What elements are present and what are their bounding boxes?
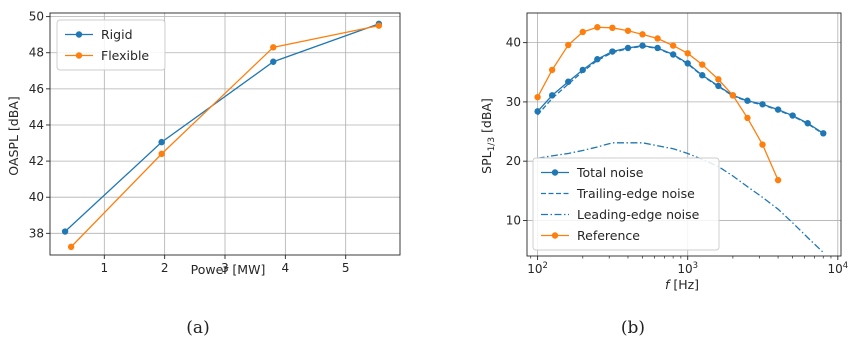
- data-point: [669, 42, 677, 49]
- data-point: [565, 41, 572, 49]
- legend-label: Rigid: [101, 27, 133, 42]
- x-tick-label: 1: [100, 261, 108, 275]
- y-tick-label: 30: [506, 95, 521, 109]
- data-point: [699, 61, 706, 68]
- legend-marker: [75, 52, 83, 59]
- data-point: [548, 66, 556, 74]
- y-tick-label: 46: [29, 82, 44, 96]
- legend-label: Flexible: [101, 48, 149, 63]
- panel-b-ylabel: SPL1/3 [dBA]: [479, 98, 497, 174]
- legend-marker: [551, 169, 559, 176]
- panel-a-ticks: 1 2 3 4 5 38 40 42 44 46 48 50: [29, 10, 350, 275]
- legend-marker: [75, 31, 83, 38]
- series-line-total-noise: [537, 44, 824, 134]
- panel-a-xlabel: Power [MW]: [191, 262, 266, 277]
- data-point: [158, 138, 165, 146]
- x-tick-label: 4: [282, 261, 290, 275]
- data-point: [270, 58, 277, 65]
- data-point: [67, 243, 75, 251]
- y-tick-label: 10: [506, 213, 521, 227]
- data-point: [684, 50, 691, 57]
- legend-label: Reference: [577, 228, 640, 243]
- data-point: [744, 114, 751, 122]
- series-line-rigid: [64, 23, 380, 232]
- data-point: [158, 150, 165, 158]
- y-tick-label: 50: [29, 10, 44, 24]
- legend-label: Total noise: [576, 165, 644, 180]
- data-point: [61, 228, 69, 235]
- panel-a-caption: (a): [186, 318, 209, 338]
- legend-label: Trailing-edge noise: [576, 186, 695, 201]
- panel-b-ticks: 102 103 104 10 20 30 40: [506, 36, 848, 276]
- panel-b-legend: Total noise Trailing-edge noise Leading-ed…: [532, 157, 720, 251]
- series-line-flexible: [70, 25, 380, 248]
- y-tick-label: 48: [29, 46, 44, 60]
- panel-a-ylabel: OASPL [dBA]: [6, 96, 21, 175]
- data-point: [609, 24, 616, 32]
- x-tick-label: 104: [827, 261, 848, 276]
- series-line-trailing-edge-noise: [537, 45, 824, 135]
- y-tick-label: 44: [29, 118, 44, 132]
- y-tick-label: 40: [506, 36, 521, 50]
- data-point: [594, 24, 601, 31]
- panel-b-caption: (b): [621, 318, 645, 338]
- series-line-leading-edge-noise: [537, 142, 824, 253]
- data-point: [609, 48, 616, 55]
- legend-label: Leading-edge noise: [577, 207, 700, 222]
- y-tick-label: 38: [29, 226, 44, 240]
- panel-a-series: [61, 20, 383, 251]
- data-point: [639, 31, 646, 38]
- legend-marker: [551, 232, 559, 239]
- data-point: [579, 66, 586, 74]
- data-point: [624, 27, 632, 34]
- x-tick-label: 103: [677, 261, 698, 276]
- y-tick-label: 20: [506, 154, 521, 168]
- x-tick-label: 2: [161, 261, 169, 275]
- data-point: [715, 76, 722, 83]
- panel-b-xlabel: f [Hz]: [665, 277, 699, 292]
- x-tick-label: 5: [342, 261, 350, 275]
- panel-a-legend: Rigid Flexible: [56, 19, 166, 71]
- legend-box: [56, 19, 166, 71]
- data-point: [534, 108, 541, 115]
- data-point: [654, 35, 661, 42]
- data-point: [534, 93, 541, 101]
- data-point: [579, 28, 586, 36]
- axes-frame: [526, 12, 842, 257]
- data-point: [729, 92, 737, 99]
- x-tick-label: 3: [221, 261, 229, 275]
- y-tick-label: 42: [29, 154, 44, 168]
- panel-b: 102 103 104 10 20 30 40 f [Hz] SPL1/3 [dBA] To…: [479, 12, 848, 338]
- y-tick-label: 40: [29, 190, 44, 204]
- data-point: [375, 22, 383, 29]
- panel-b-axes-frame: [526, 12, 842, 257]
- data-point: [759, 141, 766, 148]
- panel-b-series: [534, 24, 827, 253]
- data-point: [774, 176, 782, 184]
- data-point: [684, 60, 691, 67]
- panel-a: 1 2 3 4 5 38 40 42 44 46 48 50 Power [MW] OASPL [dB…: [6, 10, 401, 338]
- data-point: [270, 44, 277, 51]
- x-tick-label: 102: [527, 261, 548, 276]
- legend-box: [532, 157, 720, 251]
